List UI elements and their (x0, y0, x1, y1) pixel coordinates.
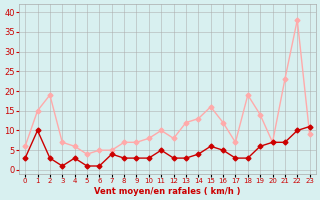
X-axis label: Vent moyen/en rafales ( km/h ): Vent moyen/en rafales ( km/h ) (94, 187, 241, 196)
